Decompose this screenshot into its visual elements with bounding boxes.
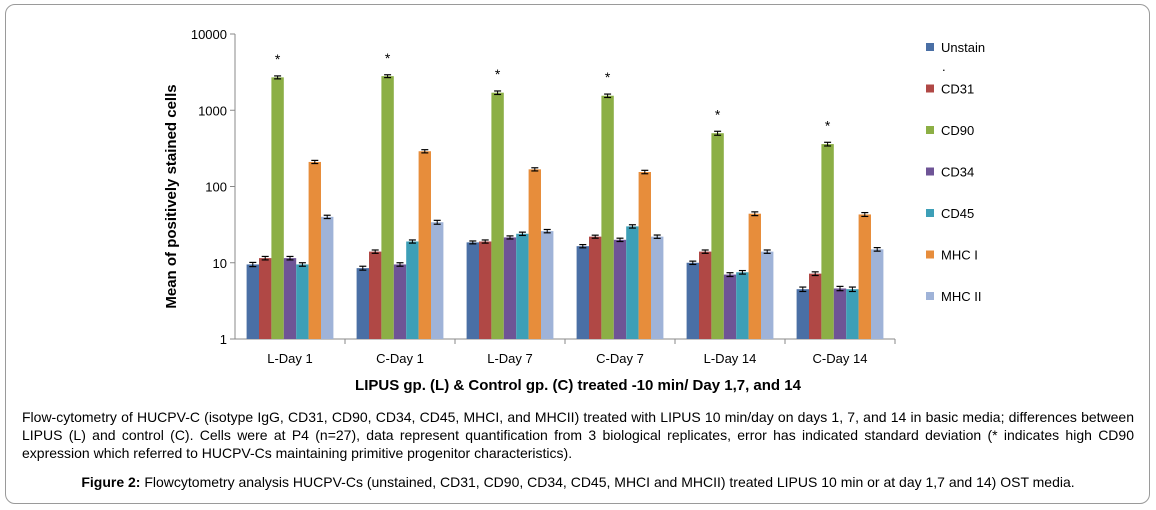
legend-swatch [926, 167, 934, 176]
x-tick-label: C-Day 1 [376, 351, 424, 366]
bar [761, 251, 774, 339]
bar [686, 262, 699, 339]
legend-swatch [926, 126, 934, 134]
y-tick-label: 1000 [198, 103, 227, 118]
legend-swatch [926, 84, 934, 93]
bar [748, 213, 761, 339]
bar [736, 272, 749, 339]
x-tick-label: L-Day 7 [487, 351, 533, 366]
legend-label: CD90 [941, 123, 974, 138]
significance-star: * [275, 51, 281, 67]
legend-label: MHC II [941, 289, 981, 304]
bar [651, 236, 664, 339]
figure-frame [5, 4, 1150, 504]
bar [809, 273, 822, 339]
bar [271, 77, 284, 339]
bar [833, 288, 847, 339]
y-axis-title: Mean of positively stained cells [163, 84, 180, 308]
y-tick-label: 10000 [191, 27, 227, 42]
bar [393, 264, 407, 339]
legend-label: CD31 [941, 82, 974, 97]
bar [528, 169, 541, 339]
bar [846, 289, 859, 339]
bar [699, 251, 712, 339]
legend-label: MHC I [941, 248, 978, 263]
significance-star: * [715, 106, 721, 122]
significance-star: * [385, 50, 391, 66]
bar [723, 274, 737, 339]
legend-label: CD34 [941, 165, 974, 180]
bar [308, 161, 321, 339]
bar [626, 226, 639, 339]
bar [541, 231, 554, 339]
y-tick-label: 100 [205, 180, 227, 195]
bar [406, 241, 419, 339]
chart-bars: * * * * * * [246, 50, 884, 339]
bar [296, 264, 309, 339]
figure-caption-text: Flowcytometry analysis HUCPV-Cs (unstain… [140, 474, 1075, 490]
legend-swatch [926, 250, 934, 259]
bar [576, 246, 589, 339]
significance-star: * [825, 117, 831, 133]
legend-label: CD45 [941, 206, 974, 221]
bar [821, 144, 834, 339]
significance-star: * [495, 66, 501, 82]
bar-chart: 1 10 100 1000 10000 L-Day 1 C-Day 1 L-Day 7 C-Da… [163, 27, 985, 394]
chart-axes: 1 10 100 1000 10000 L-Day 1 C-Day 1 L-Day 7 C-Da… [191, 27, 896, 366]
x-tick-label: C-Day 7 [596, 351, 644, 366]
bar [246, 264, 259, 339]
legend-label: Unstain [941, 40, 985, 55]
significance-star: * [605, 69, 611, 85]
bar [381, 76, 394, 339]
legend-mark: . [942, 59, 946, 74]
legend-swatch [926, 209, 934, 217]
figure-caption: Figure 2: Flowcytometry analysis HUCPV-C… [0, 474, 1156, 490]
bar [638, 171, 651, 339]
legend-swatch [926, 43, 934, 51]
x-axis-title: LIPUS gp. (L) & Control gp. (C) treated … [355, 377, 802, 394]
bar [491, 92, 504, 339]
bar [503, 237, 517, 339]
bar [871, 249, 884, 339]
bar [431, 222, 444, 339]
bar [418, 151, 431, 339]
bar [283, 258, 297, 339]
bar [321, 216, 334, 339]
figure-label: Figure 2: [81, 474, 141, 490]
legend-swatch [926, 292, 934, 300]
figure-description: Flow-cytometry of HUCPV-C (isotype IgG, … [22, 409, 1134, 461]
bar [589, 236, 602, 339]
bar [516, 233, 529, 339]
chart-legend: Unstain CD31 CD90 CD34 CD45 MHC I MHC II. [926, 40, 985, 304]
y-tick-label: 1 [220, 332, 227, 347]
bar [796, 289, 809, 339]
bar [858, 214, 871, 339]
x-tick-label: L-Day 14 [704, 351, 757, 366]
bar [356, 268, 369, 339]
bar [711, 133, 724, 339]
x-tick-label: L-Day 1 [267, 351, 313, 366]
y-tick-label: 10 [213, 256, 227, 271]
bar [259, 258, 272, 339]
x-tick-label: C-Day 14 [813, 351, 868, 366]
bar [613, 239, 627, 339]
bar [466, 242, 479, 339]
bar [479, 241, 492, 339]
bar [369, 251, 382, 339]
bar [601, 95, 614, 339]
